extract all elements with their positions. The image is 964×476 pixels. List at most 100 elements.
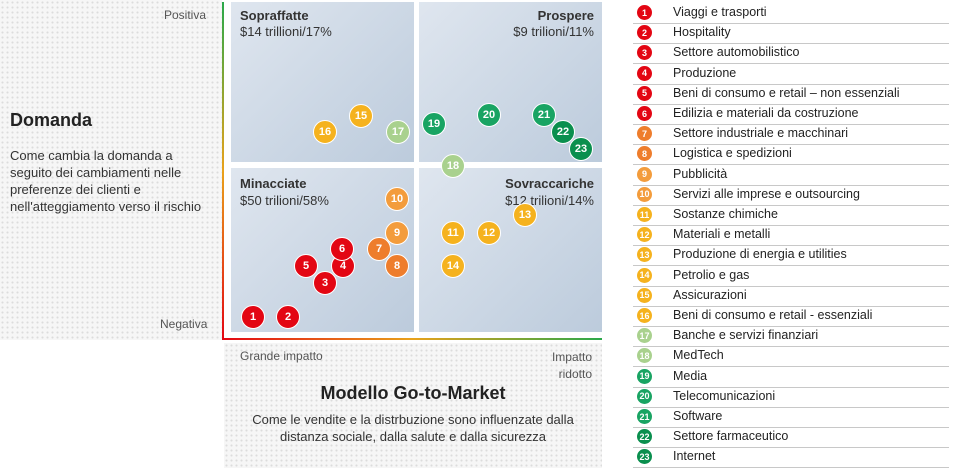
legend-label: Logistica e spedizioni — [673, 146, 792, 161]
legend-item: 14 Petrolio e gas — [633, 266, 949, 287]
legend-item: 21 Software — [633, 407, 949, 428]
industry-marker: 2 — [276, 305, 300, 329]
quadrant-value: $9 trilioni/11% — [513, 24, 594, 39]
industry-marker: 3 — [313, 271, 337, 295]
quadrant-value: $50 trilioni/58% — [240, 193, 329, 208]
legend-number-badge: 17 — [637, 328, 652, 344]
legend-label: Produzione — [673, 65, 737, 80]
legend-item: 7 Settore industriale e macchinari — [633, 124, 949, 146]
legend-label: Pubblicità — [673, 166, 728, 181]
legend-label: Servizi alle imprese e outsourcing — [673, 186, 860, 201]
industry-marker: 12 — [477, 221, 501, 245]
left-panel-background — [0, 0, 222, 340]
y-axis-top-label: Positiva — [164, 8, 207, 22]
industry-marker: 17 — [386, 120, 410, 144]
y-axis-title: Domanda — [10, 110, 93, 130]
legend-item: 23 Internet — [633, 447, 949, 469]
legend-number-badge: 9 — [637, 166, 652, 182]
legend-number-badge: 14 — [637, 267, 652, 283]
industry-marker: 5 — [294, 254, 318, 278]
legend-item: 2 Hospitality — [633, 23, 949, 45]
legend-number-badge: 1 — [637, 5, 652, 20]
quadrant-title: Prospere — [537, 8, 594, 23]
industry-marker: 11 — [441, 221, 465, 245]
x-axis-title: Modello Go-to-Market — [320, 383, 506, 403]
y-axis-line — [222, 2, 224, 340]
legend-label: Media — [673, 368, 708, 383]
industry-marker: 21 — [532, 103, 556, 127]
y-axis-description: Come cambia la domanda a seguito dei cam… — [10, 148, 202, 214]
legend-label: Sostanze chimiche — [673, 207, 778, 221]
legend-label: Banche e servizi finanziari — [673, 328, 819, 343]
legend-number-badge: 12 — [637, 227, 652, 243]
legend-item: 4 Produzione — [633, 64, 949, 85]
industry-marker: 1 — [241, 305, 265, 329]
legend-number-badge: 18 — [637, 348, 652, 364]
industry-marker: 23 — [569, 137, 593, 161]
quadrant-value: $14 trillioni/17% — [240, 24, 332, 39]
legend-label: Settore farmaceutico — [673, 429, 789, 444]
legend-label: Petrolio e gas — [673, 267, 750, 282]
industry-marker: 13 — [513, 203, 537, 227]
legend-item: 8 Logistica e spedizioni — [633, 144, 949, 166]
legend-number-badge: 16 — [637, 308, 652, 323]
legend-label: Beni di consumo e retail - essenziali — [673, 308, 873, 322]
legend-number-badge: 11 — [637, 207, 652, 222]
legend-label: Beni di consumo e retail – non essenzial… — [673, 85, 900, 100]
legend-label: Software — [673, 409, 723, 423]
legend-label: Assicurazioni — [673, 287, 747, 302]
industry-marker: 18 — [441, 154, 465, 178]
industry-marker: 7 — [367, 237, 391, 261]
legend-label: Telecomunicazioni — [673, 388, 776, 403]
legend-item: 6 Edilizia e materiali da costruzione — [633, 104, 949, 125]
legend-item: 17 Banche e servizi finanziari — [633, 326, 949, 348]
y-axis-bottom-label: Negativa — [160, 317, 208, 331]
x-axis-right-label: Impatto ridotto — [551, 350, 592, 381]
legend-number-badge: 20 — [637, 388, 652, 404]
industry-marker: 22 — [551, 120, 575, 144]
quadrant-title: Sovraccariche — [505, 176, 594, 191]
legend-number-badge: 23 — [637, 449, 652, 465]
bottom-panel-background — [224, 343, 602, 468]
x-axis-left-label: Grande impatto — [240, 349, 323, 363]
legend-number-badge: 22 — [637, 429, 652, 445]
legend-item: 11 Sostanze chimiche — [633, 205, 949, 226]
legend-item: 20 Telecomunicazioni — [633, 387, 949, 408]
legend-number-badge: 21 — [637, 409, 652, 424]
legend-number-badge: 5 — [637, 85, 652, 101]
legend-number-badge: 7 — [637, 126, 652, 142]
industry-marker: 10 — [385, 187, 409, 211]
legend-number-badge: 4 — [637, 65, 652, 81]
legend-item: 1 Viaggi e trasporti — [633, 3, 949, 24]
legend-item: 9 Pubblicità — [633, 165, 949, 186]
quadrant-bottom-right — [419, 168, 602, 332]
legend-number-badge: 15 — [637, 287, 652, 303]
industry-marker: 8 — [385, 254, 409, 278]
legend-label: Viaggi e trasporti — [673, 5, 767, 19]
legend-label: MedTech — [673, 348, 724, 363]
x-axis-description: Come le vendite e la distrbuzione sono i… — [252, 412, 574, 444]
legend-label: Produzione di energia e utilities — [673, 247, 847, 262]
legend-item: 5 Beni di consumo e retail – non essenzia… — [633, 84, 949, 105]
quadrant-title: Sopraffatte — [240, 8, 309, 23]
legend-number-badge: 3 — [637, 45, 652, 61]
legend-label: Settore industriale e macchinari — [673, 126, 849, 141]
legend-number-badge: 2 — [637, 25, 652, 41]
legend-label: Edilizia e materiali da costruzione — [673, 106, 859, 120]
legend-label: Hospitality — [673, 25, 731, 40]
legend-item: 16 Beni di consumo e retail - essenziali — [633, 306, 949, 327]
x-axis-line — [222, 338, 602, 340]
industry-marker: 16 — [313, 120, 337, 144]
legend-number-badge: 8 — [637, 146, 652, 162]
legend-label: Internet — [673, 449, 716, 464]
industry-marker: 9 — [385, 221, 409, 245]
legend-number-badge: 13 — [637, 247, 652, 263]
legend-item: 10 Servizi alle imprese e outsourcing — [633, 185, 949, 206]
industry-marker: 19 — [422, 112, 446, 136]
quadrant-title: Minacciate — [240, 176, 307, 191]
industry-marker: 15 — [349, 104, 373, 128]
legend-number-badge: 10 — [637, 186, 652, 202]
legend-label: Settore automobilistico — [673, 45, 800, 60]
industry-marker: 6 — [330, 237, 354, 261]
